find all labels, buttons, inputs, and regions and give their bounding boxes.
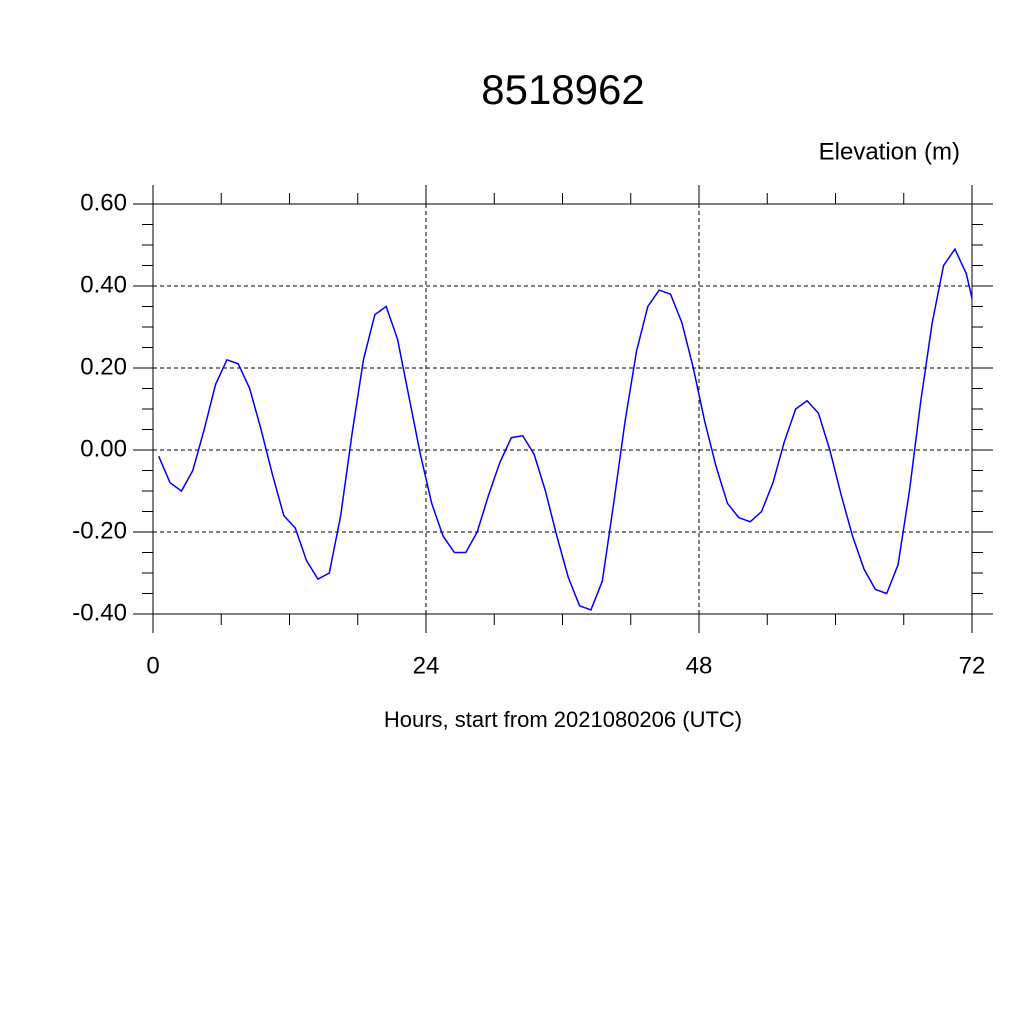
y-tick-label: 0.40 xyxy=(80,271,127,298)
y-tick-label: 0.20 xyxy=(80,353,127,380)
chart-subtitle: Elevation (m) xyxy=(819,138,960,165)
x-axis-label: Hours, start from 2021080206 (UTC) xyxy=(384,707,742,732)
y-tick-label: 0.00 xyxy=(80,435,127,462)
x-tick-label: 24 xyxy=(413,652,440,679)
y-tick-label: 0.60 xyxy=(80,189,127,216)
plot-frame xyxy=(152,203,973,615)
x-tick-label: 72 xyxy=(959,652,986,679)
y-tick-label: -0.40 xyxy=(72,599,127,626)
chart-title: 8518962 xyxy=(481,66,645,113)
x-tick-label: 48 xyxy=(686,652,713,679)
data-line xyxy=(157,247,973,611)
y-tick-label: -0.20 xyxy=(72,517,127,544)
x-tick-label: 0 xyxy=(146,652,159,679)
